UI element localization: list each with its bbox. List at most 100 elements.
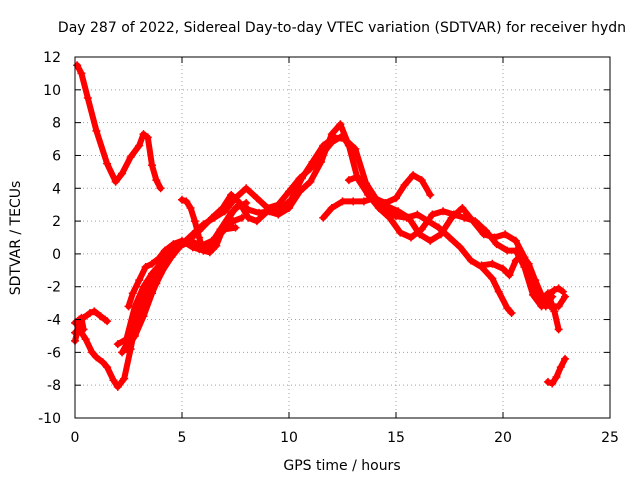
data-point [118, 169, 127, 178]
data-point [139, 130, 148, 139]
x-tick-label: 15 [387, 430, 405, 446]
data-point [287, 195, 296, 204]
data-point [148, 161, 157, 170]
data-point [242, 184, 251, 193]
data-point [503, 304, 512, 313]
data-point [135, 141, 144, 150]
plot-frame [74, 56, 611, 419]
data-point [518, 251, 527, 260]
data-point [85, 308, 94, 317]
data-point [242, 199, 251, 208]
data-point [554, 325, 563, 334]
data-point [561, 354, 570, 363]
data-point [327, 203, 336, 212]
data-point [148, 289, 157, 298]
data-point [494, 287, 503, 296]
data-point [349, 197, 358, 206]
data-point [128, 289, 137, 298]
data-point [103, 317, 112, 326]
data-point [306, 164, 315, 173]
x-axis-label: GPS time / hours [283, 458, 400, 474]
data-point [139, 282, 148, 291]
y-tick-label: -10 [38, 411, 61, 427]
data-point [109, 376, 118, 385]
data-point [148, 269, 157, 278]
data-point [190, 217, 199, 226]
data-point [550, 286, 559, 295]
data-point [255, 208, 264, 217]
data-point [439, 207, 448, 216]
data-point [167, 253, 176, 262]
data-point [92, 353, 101, 362]
data-point [122, 335, 131, 344]
x-tick-label: 0 [71, 430, 80, 446]
data-point [336, 120, 345, 129]
series-arc-6 [125, 224, 239, 310]
data-point [143, 133, 152, 142]
y-axis-label: SDTVAR / TECUs [8, 181, 24, 296]
data-point [426, 236, 435, 245]
data-point [77, 313, 86, 322]
data-point [90, 307, 99, 316]
data-point [231, 194, 240, 203]
data-point [220, 207, 229, 216]
data-point [77, 69, 86, 78]
data-point [359, 197, 368, 206]
data-point [456, 243, 465, 252]
y-tick-label: -6 [47, 345, 61, 361]
data-point [546, 289, 555, 298]
data-point [96, 312, 105, 321]
data-point [199, 246, 208, 255]
chart-title: Day 287 of 2022, Sidereal Day-to-day VTE… [58, 20, 626, 36]
data-point [424, 217, 433, 226]
data-point [160, 246, 169, 255]
data-point [447, 213, 456, 222]
data-point [353, 172, 362, 181]
data-point [103, 363, 112, 372]
data-point [229, 217, 238, 226]
data-point [344, 141, 353, 150]
data-point [409, 171, 418, 180]
data-point [458, 203, 467, 212]
data-point [205, 248, 214, 257]
data-point [445, 233, 454, 242]
data-point [505, 271, 514, 280]
data-point [220, 220, 229, 229]
data-point [338, 197, 347, 206]
x-tick-label: 25 [601, 430, 619, 446]
x-tick-label: 20 [494, 430, 512, 446]
data-point [156, 269, 165, 278]
data-point [524, 259, 533, 268]
data-point [199, 220, 208, 229]
data-point [370, 195, 379, 204]
data-point [244, 205, 253, 214]
data-point [227, 190, 236, 199]
data-point [120, 374, 129, 383]
data-point [561, 292, 570, 301]
data-point [392, 212, 400, 221]
data-point [98, 358, 107, 367]
data-point [499, 264, 507, 273]
data-point [317, 151, 326, 160]
data-point [122, 345, 131, 354]
data-point [531, 276, 540, 285]
data-point [327, 138, 336, 147]
data-point [396, 228, 405, 237]
data-point [113, 382, 122, 391]
tick-labels: 0 5 10 15 20 25 -10 -8 -6 -4 -2 0 2 4 6 8 10 12 [38, 50, 619, 446]
data-point [154, 254, 163, 263]
grid [75, 57, 610, 418]
data-point [511, 236, 520, 245]
data-point [156, 259, 165, 268]
y-tick-label: 2 [52, 214, 61, 230]
y-tick-label: 0 [52, 247, 61, 263]
data-point [88, 348, 97, 357]
y-tick-label: 12 [43, 50, 61, 66]
data-point [479, 230, 488, 239]
data-point [212, 241, 221, 250]
data-point [338, 131, 347, 140]
data-point [195, 233, 204, 242]
x-tick-label: 10 [280, 430, 298, 446]
data-point [306, 177, 315, 186]
data-point [152, 176, 161, 185]
